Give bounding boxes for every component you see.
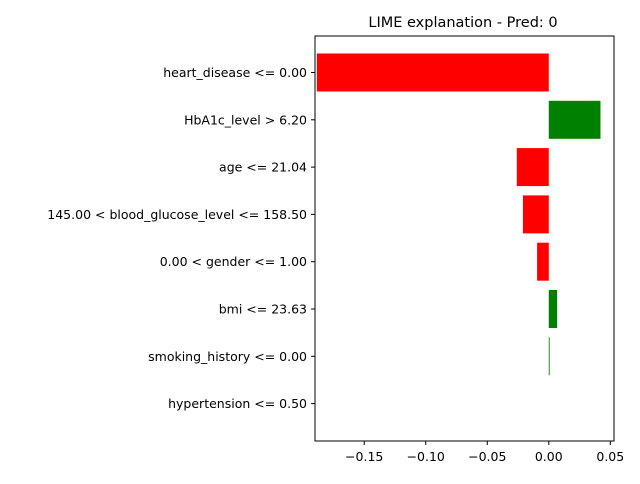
y-tick-label-1: HbA1c_level > 6.20 bbox=[184, 112, 307, 127]
y-tick-labels: heart_disease <= 0.00 HbA1c_level > 6.20 a… bbox=[47, 65, 315, 411]
x-tick-label-3: 0.00 bbox=[535, 449, 563, 464]
bar-6 bbox=[548, 337, 550, 376]
y-tick-label-4: 0.00 < gender <= 1.00 bbox=[160, 254, 307, 269]
x-tick-label-2: −0.05 bbox=[468, 449, 506, 464]
y-tick-label-5: bmi <= 23.63 bbox=[219, 302, 307, 317]
y-tick-label-6: smoking_history <= 0.00 bbox=[148, 349, 307, 364]
bar-5 bbox=[548, 290, 558, 328]
x-tick-label-0: −0.15 bbox=[345, 449, 383, 464]
y-tick-label-3: 145.00 < blood_glucose_level <= 158.50 bbox=[47, 207, 307, 222]
bar-4 bbox=[537, 242, 549, 281]
y-tick-label-2: age <= 21.04 bbox=[219, 160, 307, 175]
x-ticks: −0.15 −0.10 −0.05 0.00 0.05 bbox=[345, 441, 624, 464]
bar-2 bbox=[516, 148, 549, 187]
x-tick-label-1: −0.10 bbox=[407, 449, 445, 464]
y-tick-label-0: heart_disease <= 0.00 bbox=[163, 65, 307, 80]
bar-0 bbox=[316, 53, 549, 92]
x-tick-label-4: 0.05 bbox=[596, 449, 624, 464]
chart-title: LIME explanation - Pred: 0 bbox=[368, 15, 557, 31]
y-tick-label-7: hypertension <= 0.50 bbox=[168, 396, 307, 411]
bar-3 bbox=[522, 195, 549, 234]
bars-layer bbox=[316, 53, 601, 376]
plot-frame bbox=[314, 35, 615, 442]
bar-1 bbox=[548, 100, 601, 139]
